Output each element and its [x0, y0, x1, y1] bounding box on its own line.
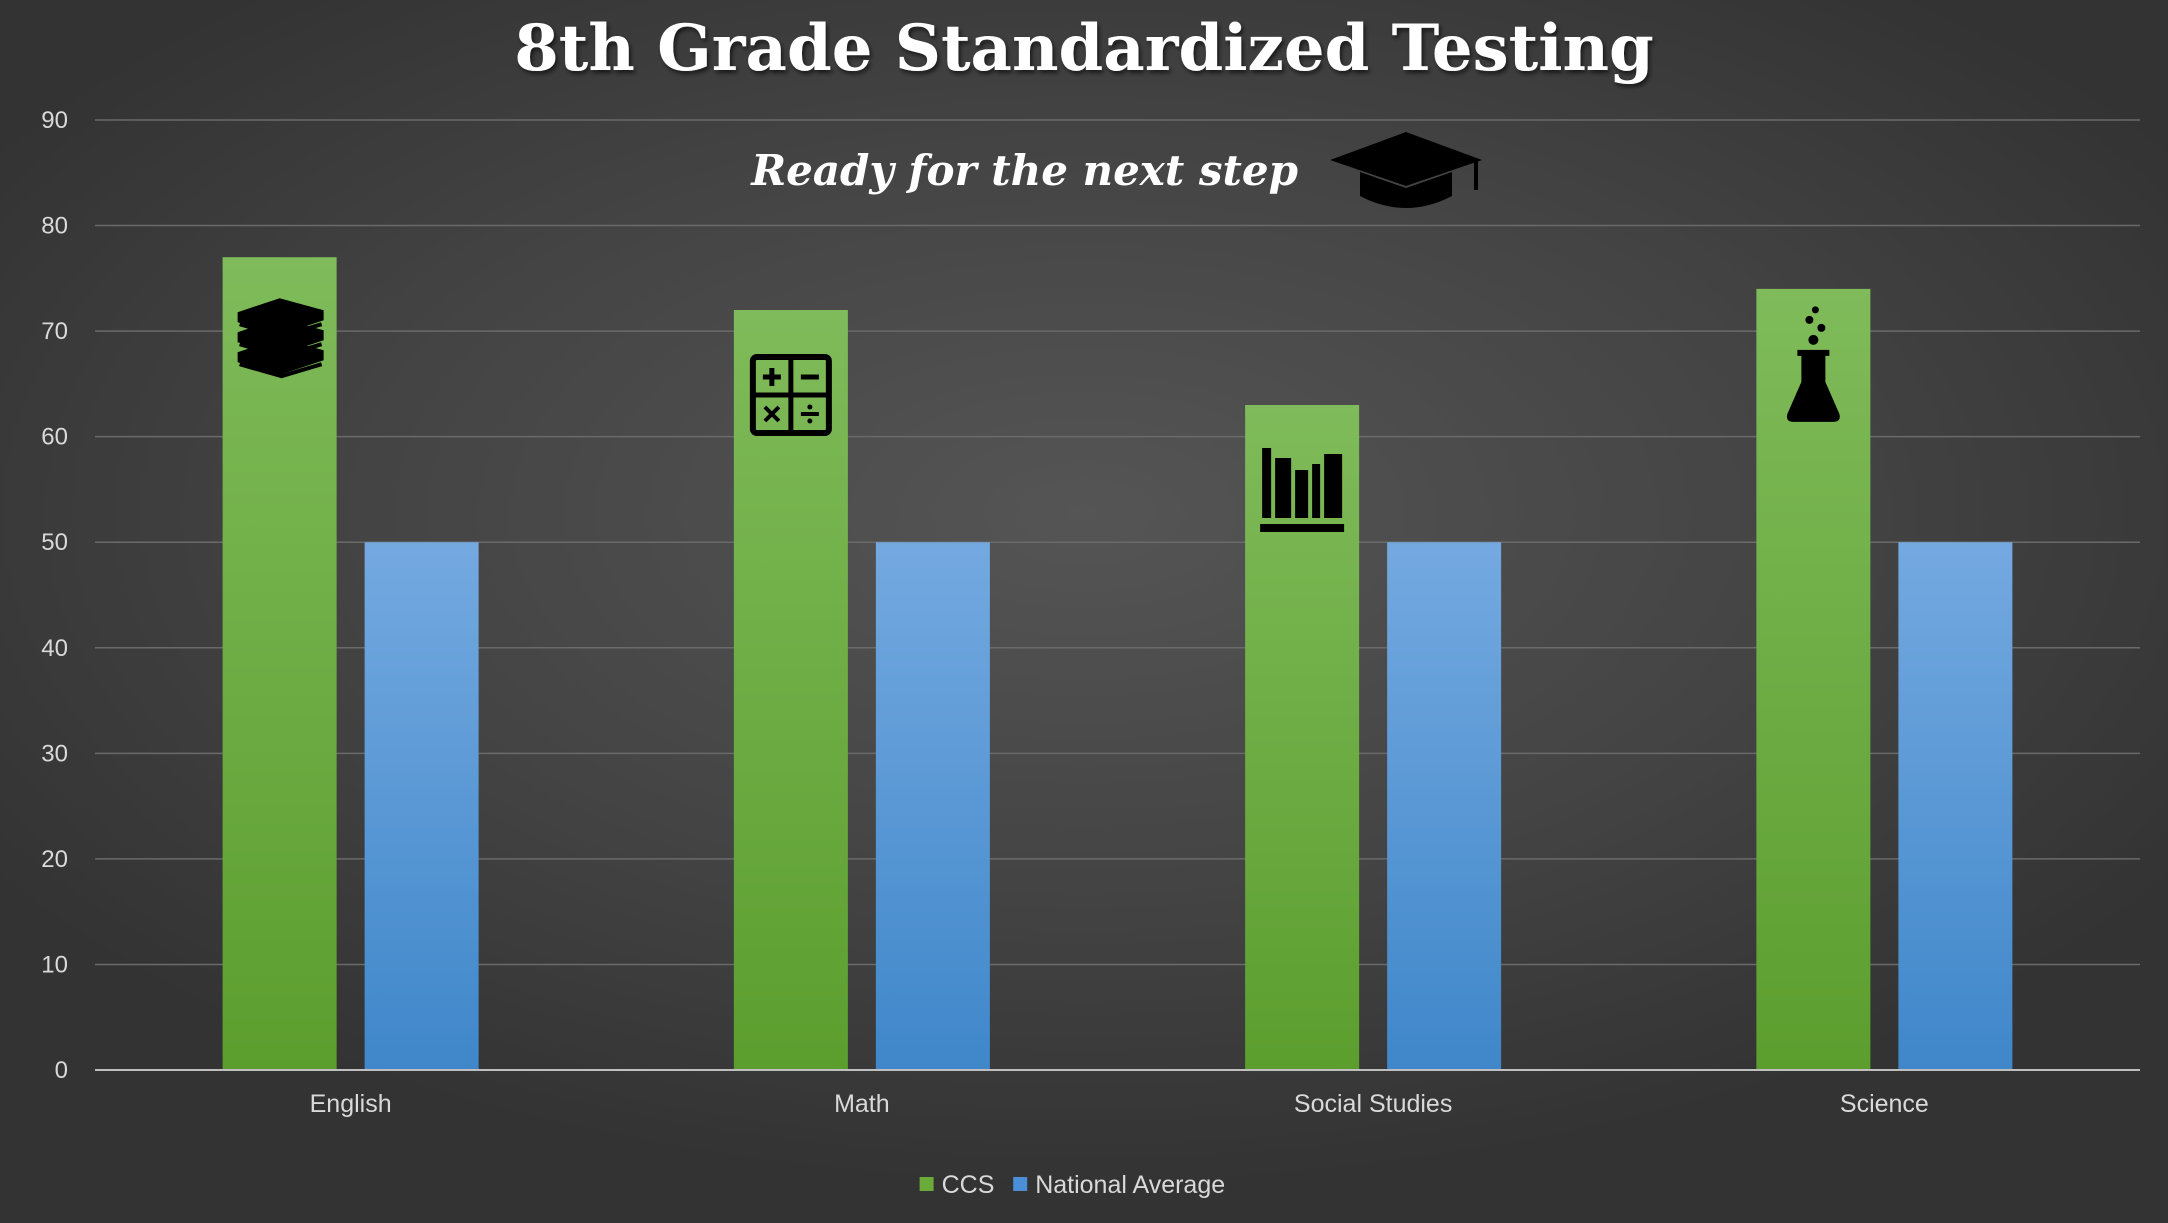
x-category-label: Science — [1840, 1090, 1929, 1118]
x-category-label: English — [310, 1090, 392, 1118]
x-category-label: Social Studies — [1294, 1090, 1452, 1118]
y-tick-label: 50 — [41, 529, 68, 556]
y-tick-label: 80 — [41, 213, 68, 240]
y-tick-label: 10 — [41, 951, 68, 978]
legend-label: CCS — [942, 1171, 995, 1199]
chart-subtitle: Ready for the next step — [750, 146, 1298, 195]
legend-swatch-ccs — [920, 1177, 934, 1191]
bars — [223, 257, 2013, 1070]
bar-national-average-math — [876, 542, 990, 1070]
bar-ccs-english — [223, 257, 337, 1070]
y-tick-label: 60 — [41, 424, 68, 451]
legend-swatch-national-average — [1013, 1177, 1027, 1191]
bar-national-average-science — [1898, 542, 2012, 1070]
x-category-label: Math — [834, 1090, 890, 1118]
bar-national-average-social-studies — [1387, 542, 1501, 1070]
books-icon — [238, 298, 324, 376]
x-axis: English Math Social Studies Science — [310, 1090, 1929, 1118]
legend-label: National Average — [1035, 1171, 1225, 1199]
y-tick-label: 90 — [41, 107, 68, 134]
legend: CCS National Average — [920, 1171, 1226, 1199]
chart-title: 8th Grade Standardized Testing — [514, 11, 1654, 86]
y-tick-label: 0 — [55, 1057, 68, 1084]
y-tick-label: 30 — [41, 740, 68, 767]
subtitle-group: Ready for the next step — [750, 132, 1482, 208]
y-axis: 0 10 20 30 40 50 60 70 80 90 — [41, 107, 68, 1084]
y-tick-label: 20 — [41, 846, 68, 873]
graduation-cap-icon — [1330, 132, 1482, 208]
bar-national-average-english — [365, 542, 479, 1070]
y-tick-label: 70 — [41, 318, 68, 345]
bar-icons — [238, 298, 1840, 532]
y-tick-label: 40 — [41, 635, 68, 662]
